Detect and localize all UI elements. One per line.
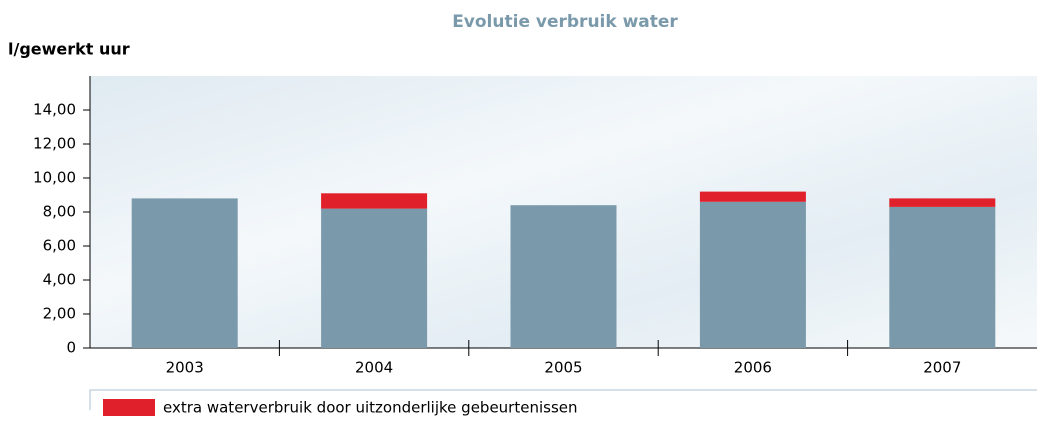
y-tick-label: 2,00 xyxy=(43,305,76,323)
x-tick-label: 2003 xyxy=(166,359,204,377)
bar-segment xyxy=(131,198,238,348)
y-tick-label: 6,00 xyxy=(43,237,76,255)
bar-segment xyxy=(699,191,806,202)
y-tick-label: 14,00 xyxy=(33,101,76,119)
bar-segment xyxy=(889,206,996,348)
x-tick-label: 2005 xyxy=(544,359,582,377)
y-tick-label: 4,00 xyxy=(43,271,76,289)
y-tick-label: 0 xyxy=(66,339,76,357)
bar-segment xyxy=(321,193,428,209)
bar-segment xyxy=(699,201,806,348)
x-tick-label: 2004 xyxy=(355,359,393,377)
x-tick-label: 2006 xyxy=(734,359,772,377)
bar-segment xyxy=(889,198,996,207)
legend-label: extra waterverbruik door uitzonderlijke … xyxy=(163,399,578,417)
y-tick-label: 8,00 xyxy=(43,203,76,221)
legend-frame xyxy=(89,389,1037,410)
chart-title: Evolutie verbruik water xyxy=(452,12,678,32)
y-tick-label: 12,00 xyxy=(33,135,76,153)
legend-swatch xyxy=(103,399,155,416)
y-axis-label: l/gewerkt uur xyxy=(8,40,130,59)
x-tick-label: 2007 xyxy=(923,359,961,377)
bar-segment xyxy=(321,208,428,348)
y-tick-label: 10,00 xyxy=(33,169,76,187)
bar-segment xyxy=(510,205,617,348)
